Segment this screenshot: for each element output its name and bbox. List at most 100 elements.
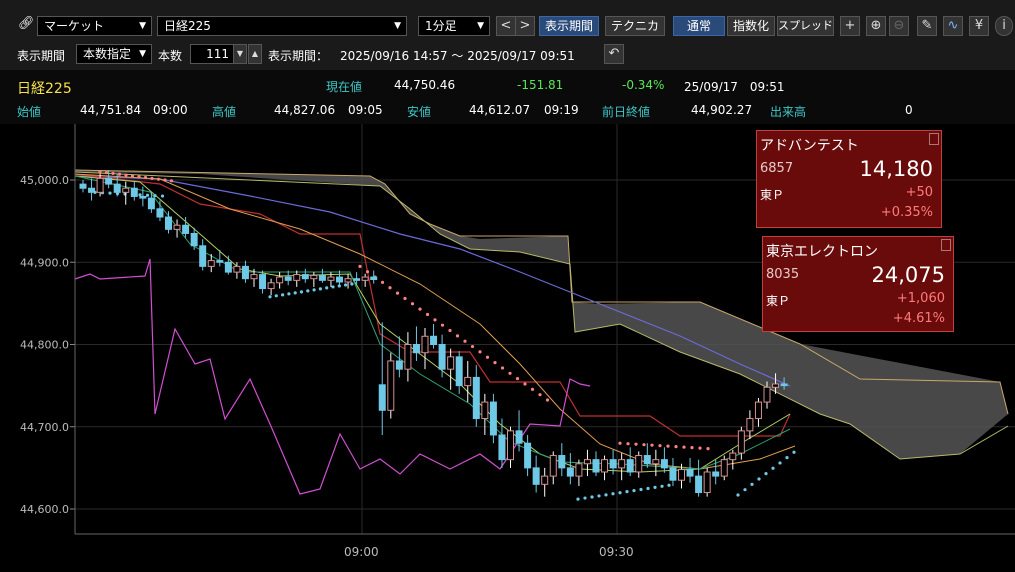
psar-dot — [463, 339, 467, 343]
candle-body — [737, 430, 745, 454]
psar-dot — [485, 355, 490, 359]
card-close-icon[interactable] — [941, 239, 951, 251]
chevron-down-icon: ▼ — [139, 21, 146, 31]
candle-body — [438, 344, 446, 370]
open-value: 44,751.84 — [80, 103, 142, 117]
psar-dot — [268, 295, 272, 299]
candle-body — [541, 475, 549, 485]
price-chart[interactable]: 45,000.0 44,900.0 44,800.0 44,700.0 44,600.0… — [0, 124, 1015, 572]
psar-dot — [634, 442, 638, 446]
psar-dot — [698, 446, 702, 450]
prev-button[interactable]: < — [496, 16, 516, 36]
psar-dot — [590, 495, 594, 499]
candle-body — [344, 278, 352, 283]
range-value: 2025/09/16 14:57 ～ 2025/09/17 09:51 — [340, 49, 575, 63]
market-select-value: マーケット — [44, 19, 105, 33]
candle-body — [626, 459, 634, 473]
plus-icon[interactable]: + — [840, 16, 860, 36]
candle-body — [489, 401, 497, 436]
next-button[interactable]: > — [515, 16, 535, 36]
psar-dot — [169, 179, 174, 183]
candle-body — [156, 208, 164, 218]
candle-body — [524, 442, 532, 469]
candle-body — [165, 216, 172, 230]
candle-body — [113, 183, 121, 193]
stock-card-6857[interactable]: アドバンテスト 6857 14,180 東Ｐ +50 +0.35% — [756, 130, 942, 228]
y-tick-label: 45,000.0 — [20, 174, 69, 187]
display-period-button[interactable]: 表示期間 — [539, 16, 599, 36]
info-icon[interactable]: i — [995, 16, 1013, 36]
psar-dot — [545, 398, 550, 402]
market-select[interactable]: マーケット ▼ — [37, 16, 152, 36]
psar-dot — [440, 323, 445, 327]
card-code: 6857 — [760, 161, 794, 176]
psar-dot — [625, 490, 629, 494]
count-dropdown-icon[interactable]: ▼ — [233, 44, 247, 64]
card-price: 14,180 — [859, 157, 933, 181]
psar-dot — [604, 493, 608, 497]
candle-body — [472, 376, 480, 420]
psar-dot — [124, 173, 128, 177]
symbol-select[interactable]: 日経225 ▼ — [157, 16, 407, 36]
card-change: +50 — [905, 185, 933, 200]
chevron-down-icon: ▼ — [139, 49, 146, 59]
psar-dot — [583, 496, 587, 500]
psar-dot — [104, 170, 109, 175]
zoom-out-icon[interactable]: ⊖ — [889, 16, 909, 36]
index-button[interactable]: 指数化 — [727, 16, 775, 36]
low-time: 09:19 — [544, 103, 579, 117]
count-up-icon[interactable]: ▲ — [248, 44, 262, 64]
candle-body — [361, 276, 369, 281]
chart-tool-icon[interactable]: ∿ — [943, 16, 963, 36]
long-ma-line — [74, 175, 791, 387]
period-mode-value: 本数指定 — [83, 47, 132, 61]
candle-body — [566, 467, 574, 477]
interval-select[interactable]: 1分足 ▼ — [418, 16, 490, 36]
psar-dot — [163, 178, 167, 182]
candle-body — [583, 459, 591, 465]
candle-body — [609, 459, 617, 469]
psar-dot — [337, 284, 341, 288]
stock-card-8035[interactable]: 東京エレクトロン 8035 24,075 東Ｐ +1,060 +4.61% — [762, 236, 954, 332]
pencil-icon[interactable]: ✎ — [917, 16, 937, 36]
psar-dot — [156, 177, 161, 181]
candle-body — [635, 455, 643, 473]
technical-button[interactable]: テクニカル — [605, 16, 665, 51]
psar-dot — [642, 443, 646, 447]
psar-dot — [750, 482, 754, 486]
link-icon[interactable]: 🔗︎ — [18, 16, 35, 31]
yen-icon[interactable]: ¥ — [969, 16, 989, 36]
card-close-icon[interactable] — [929, 133, 939, 145]
period-mode-select[interactable]: 本数指定 ▼ — [76, 44, 152, 64]
candle-body — [284, 276, 292, 281]
psar-dot — [660, 484, 664, 488]
normal-button[interactable]: 通常 — [673, 16, 725, 36]
psar-dot — [403, 296, 407, 301]
psar-dot — [667, 483, 671, 487]
psar-dot — [448, 328, 452, 333]
psar-dot — [743, 488, 747, 492]
candle-body — [669, 467, 677, 481]
psar-dot — [666, 444, 670, 448]
range-label: 表示期間： — [268, 49, 329, 63]
spread-button[interactable]: スプレッド — [777, 16, 834, 36]
candle-body — [259, 274, 267, 290]
psar-dot — [150, 176, 154, 180]
candle-body — [703, 471, 711, 494]
high-label: 高値 — [212, 105, 237, 119]
candle-body — [746, 418, 754, 432]
candle-body — [601, 459, 609, 473]
candle-body — [190, 232, 198, 247]
reset-icon[interactable]: ↶ — [604, 44, 624, 64]
candle-body — [507, 430, 514, 461]
psar-dot — [576, 497, 580, 501]
low-value: 44,612.07 — [469, 103, 531, 117]
psar-dot — [618, 441, 622, 445]
zoom-in-icon[interactable]: ⊕ — [866, 16, 886, 36]
candle-body — [370, 276, 378, 281]
candle-body — [387, 360, 395, 411]
psar-dot — [618, 491, 622, 495]
count-input[interactable]: 111 — [190, 44, 234, 64]
psar-dot — [650, 443, 654, 447]
candle-body — [729, 452, 737, 461]
